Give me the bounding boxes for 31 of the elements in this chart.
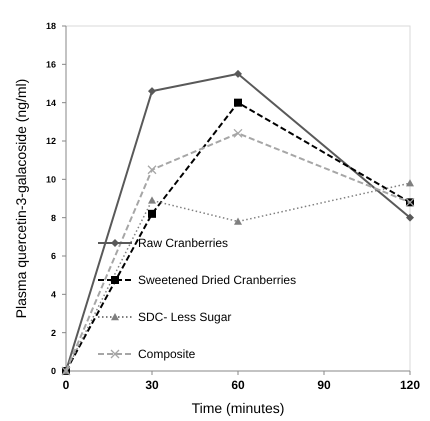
point — [234, 98, 242, 107]
point — [148, 87, 156, 96]
point — [406, 179, 414, 186]
point — [147, 165, 157, 174]
point — [233, 128, 243, 138]
point — [406, 214, 414, 222]
y-tick-label: 14 — [46, 98, 56, 108]
y-tick-label: 0 — [50, 366, 56, 376]
point — [148, 210, 156, 218]
y-tick-label: 2 — [50, 328, 56, 338]
y-tick-label: 10 — [46, 174, 56, 184]
point — [234, 70, 242, 78]
x-axis-title: Time (minutes) — [192, 400, 284, 416]
y-tick-label: 18 — [46, 21, 56, 32]
y-tick-label: 6 — [50, 251, 56, 262]
x-tick-label: 0 — [62, 378, 70, 392]
y-tick-label: 12 — [46, 136, 56, 146]
x-tick-label: 30 — [145, 378, 159, 392]
y-tick-label: 16 — [46, 59, 56, 70]
point — [148, 196, 156, 204]
legend-label: Sweetened Dried Cranberries — [138, 273, 296, 288]
x-tick-label: 90 — [317, 378, 331, 392]
legend-label: Composite — [138, 347, 196, 362]
legend-label: SDC- Less Sugar — [138, 310, 232, 324]
y-tick-label: 4 — [50, 289, 56, 300]
point — [234, 218, 242, 225]
x-tick-label: 60 — [231, 378, 245, 392]
legend-label: Raw Cranberries — [138, 236, 228, 250]
y-tick-label: 8 — [50, 212, 56, 223]
x-tick-label: 120 — [400, 378, 420, 392]
y-axis-title: Plasma quercetin-3-galacoside (ng/ml) — [13, 78, 29, 318]
